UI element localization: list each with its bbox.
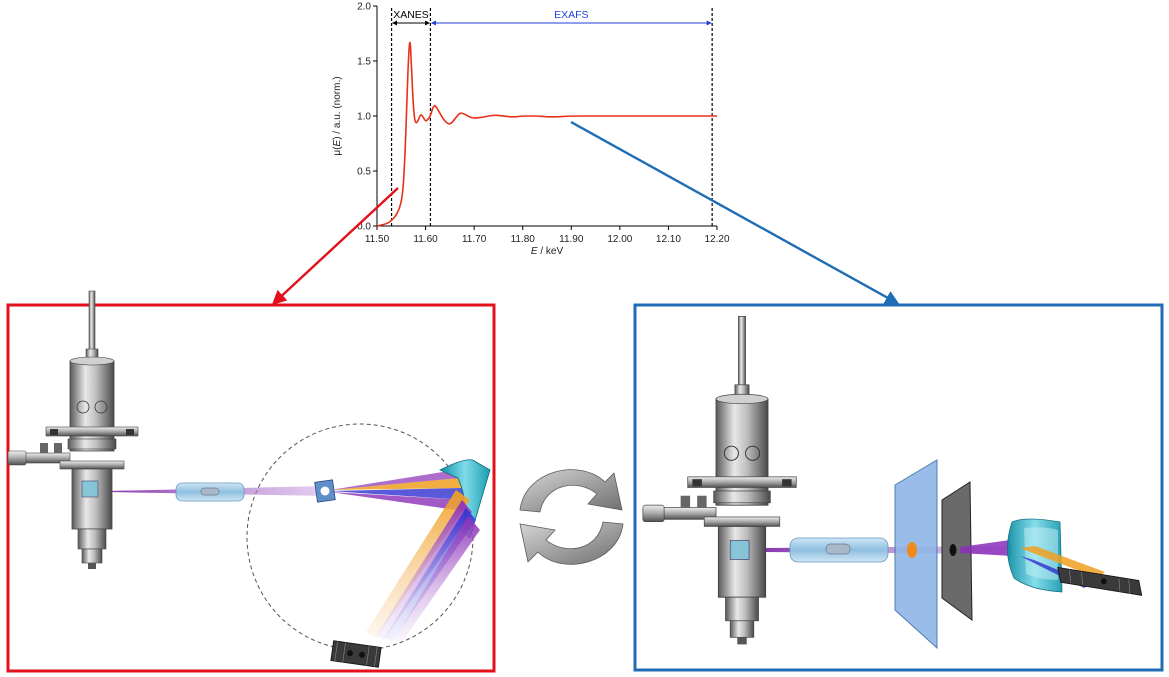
exafs-callout-arrow xyxy=(570,120,900,305)
x-tick-label: 11.60 xyxy=(413,234,438,245)
y-tick-label: 0.0 xyxy=(357,222,371,233)
y-tick-label: 2.0 xyxy=(357,2,371,13)
x-tick-label: 11.80 xyxy=(511,234,536,245)
x-tick-label: 11.90 xyxy=(559,234,584,245)
y-tick-label: 1.5 xyxy=(357,57,371,68)
x-tick-label: 11.70 xyxy=(462,234,487,245)
xanes-setup-illustration xyxy=(7,290,491,668)
spectrum-line xyxy=(376,41,717,227)
in-situ-cell-exafs xyxy=(642,315,797,645)
x-tick-label: 12.10 xyxy=(656,234,681,245)
detector xyxy=(330,640,382,668)
region-label-xanes: XANES xyxy=(393,9,429,21)
x-tick-label: 12.00 xyxy=(607,234,632,245)
xanes-setup-panel xyxy=(6,303,496,673)
cycle-arrow-bottom xyxy=(519,521,624,565)
detector-exafs xyxy=(1057,566,1143,596)
y-tick-label: 1.0 xyxy=(357,112,371,123)
y-axis-label: μ(E) / a.u. (norm.) xyxy=(332,76,343,155)
xanes-callout-arrow xyxy=(271,187,399,305)
cycle-arrow-top xyxy=(519,469,623,513)
y-tick-label: 0.5 xyxy=(357,167,371,178)
x-axis-label: E / keV xyxy=(531,246,564,257)
switch-cycle-arrows xyxy=(519,469,624,565)
xas-spectrum-chart: 11.50 11.60 11.70 11.80 11.90 12.00 12.10 12.20… xyxy=(332,2,730,258)
slit-plate xyxy=(941,481,973,621)
in-situ-cell xyxy=(7,290,139,570)
x-tick-label: 12.20 xyxy=(704,234,729,245)
region-label-exafs: EXAFS xyxy=(554,9,588,21)
x-tick-label: 11.50 xyxy=(365,234,390,245)
exafs-setup-panel xyxy=(633,303,1164,672)
exafs-setup-illustration xyxy=(642,315,1143,650)
